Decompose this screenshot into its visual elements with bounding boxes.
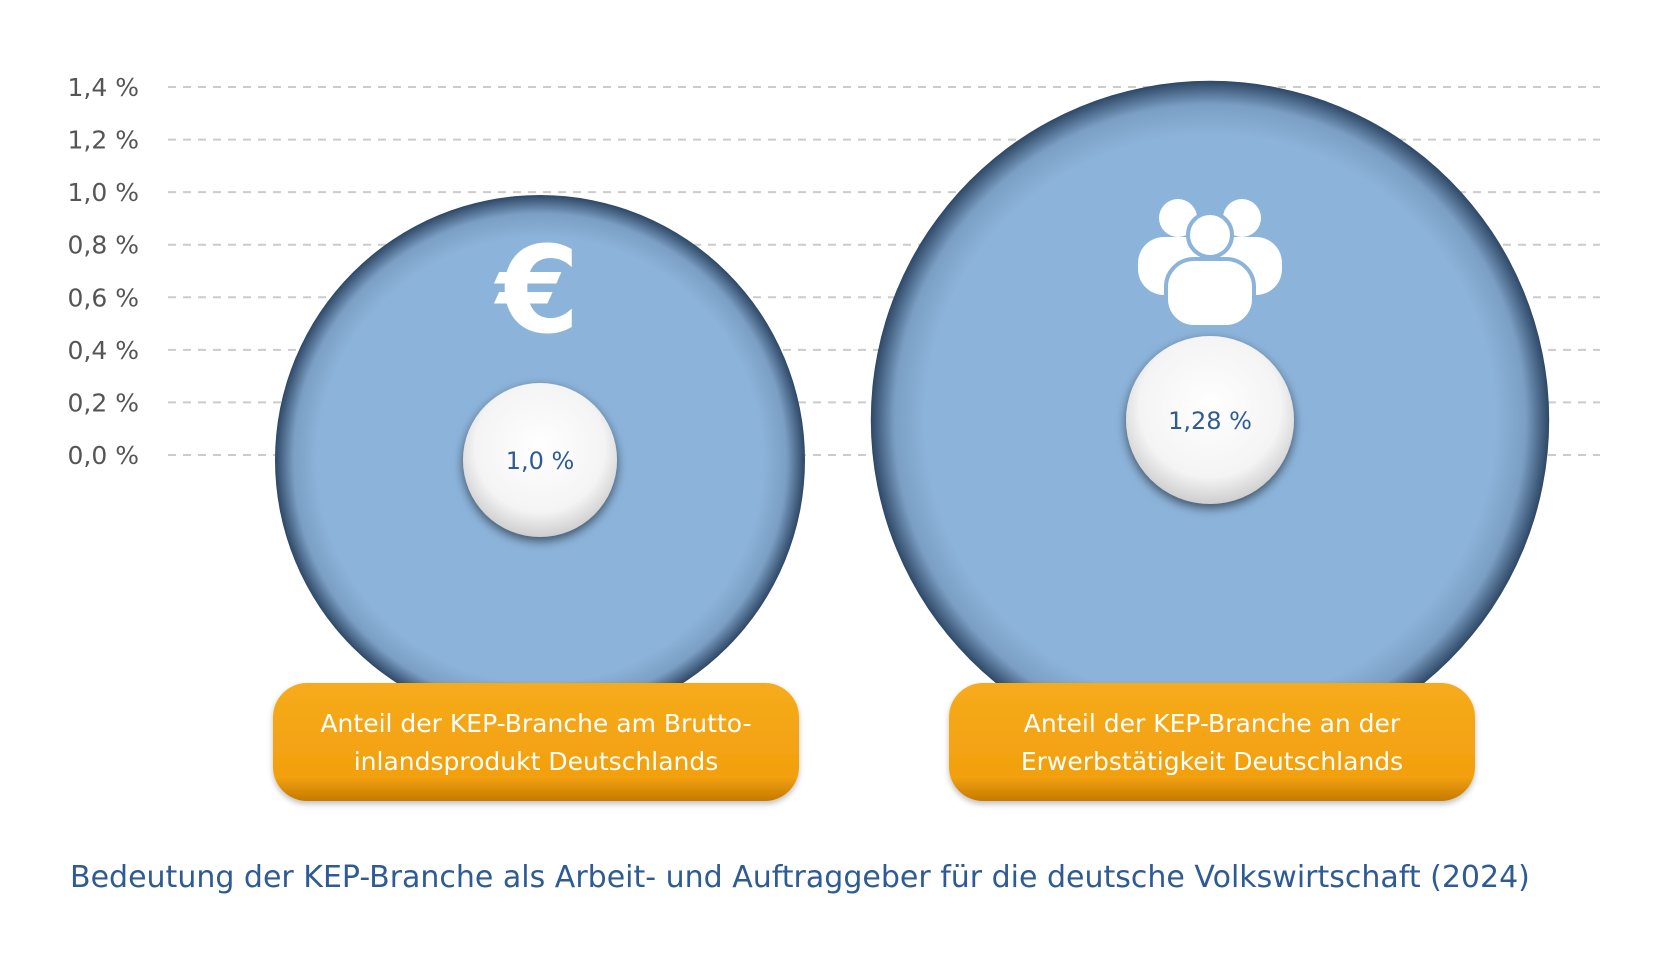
y-tick-label: 0,4 % (68, 336, 139, 365)
value-hole (1126, 336, 1294, 504)
category-label-1: Anteil der KEP-Branche an der Erwerbstäti… (949, 683, 1475, 801)
y-tick-label: 0,2 % (68, 388, 139, 417)
category-labels: Anteil der KEP-Branche am Brutto-inlands… (273, 683, 1475, 801)
value-hole (463, 383, 617, 537)
y-tick-label: 0,0 % (68, 441, 139, 470)
euro-icon: € (493, 222, 580, 361)
bubbles: €1,0 % 1,28 % (275, 80, 1550, 690)
y-axis: 0,0 % 0,2 % 0,4 % 0,6 % 0,8 % 1,0 % 1,2 % 1,4 % (68, 73, 139, 470)
y-tick-label: 0,8 % (68, 231, 139, 260)
category-text: Anteil der KEP-Branche am Brutto- (320, 709, 751, 738)
value-label: 1,28 % (1168, 407, 1252, 435)
category-text: inlandsprodukt Deutschlands (354, 747, 719, 776)
people-icon (1138, 199, 1282, 329)
category-text: Erwerbstätigkeit Deutschlands (1021, 747, 1403, 776)
y-tick-label: 1,2 % (68, 126, 139, 155)
category-pill (273, 683, 799, 801)
y-tick-label: 1,0 % (68, 178, 139, 207)
y-tick-label: 1,4 % (68, 73, 139, 102)
y-tick-label: 0,6 % (68, 283, 139, 312)
category-text: Anteil der KEP-Branche an der (1024, 709, 1401, 738)
value-label: 1,0 % (506, 447, 575, 475)
category-label-0: Anteil der KEP-Branche am Brutto-inlands… (273, 683, 799, 801)
bubble-1: 1,28 % (870, 80, 1550, 690)
bubble-0: €1,0 % (275, 195, 805, 690)
chart-title: Bedeutung der KEP-Branche als Arbeit- un… (70, 860, 1530, 895)
category-pill (949, 683, 1475, 801)
